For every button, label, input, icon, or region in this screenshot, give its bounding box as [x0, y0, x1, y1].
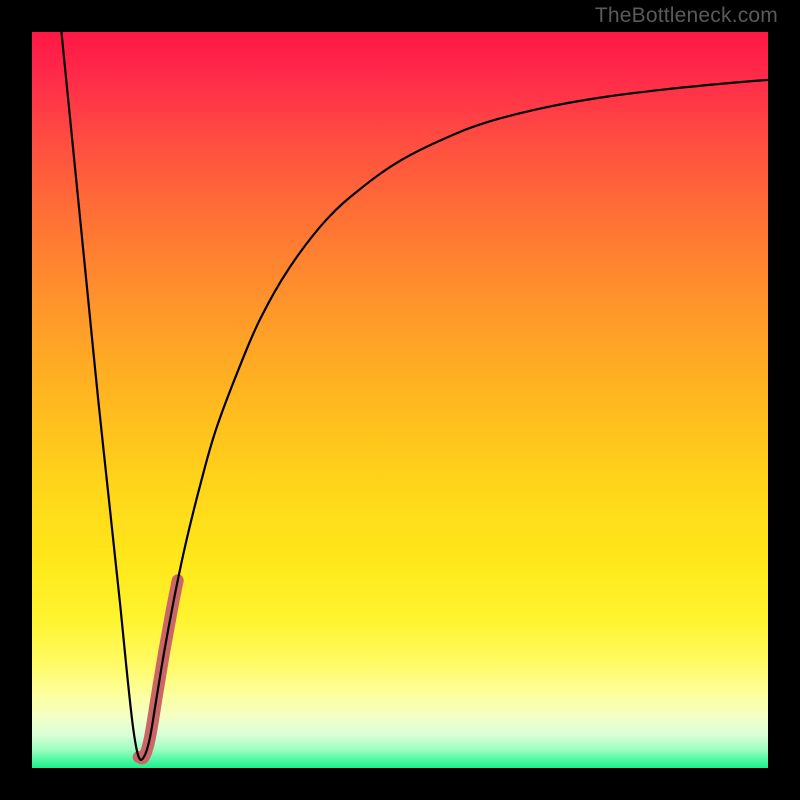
chart-plot-area [32, 32, 768, 768]
watermark-text: TheBottleneck.com [595, 4, 778, 28]
curves-layer [32, 32, 768, 768]
